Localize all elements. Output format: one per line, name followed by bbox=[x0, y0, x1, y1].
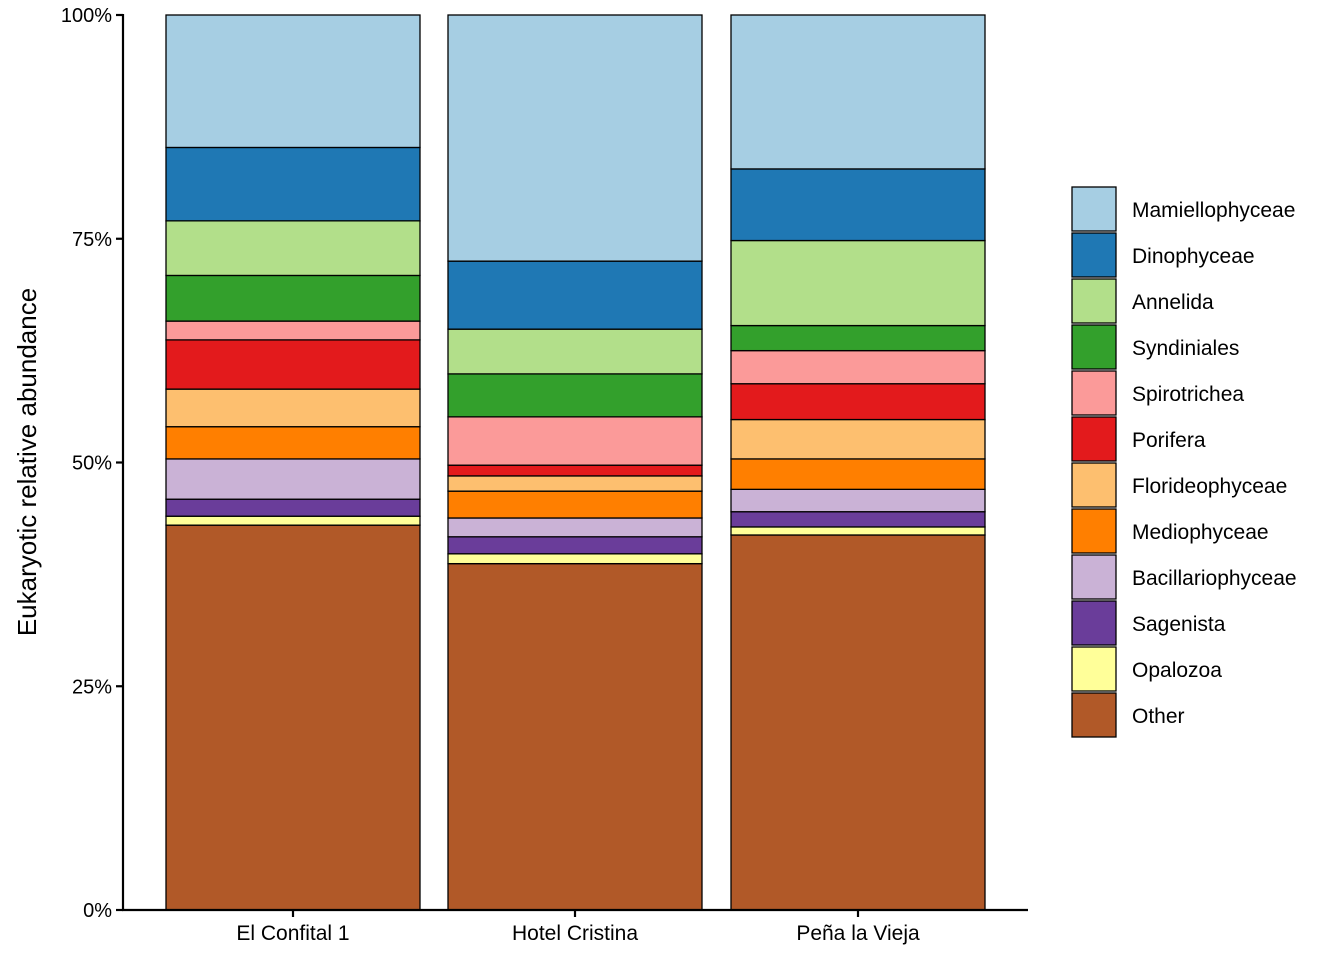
legend-swatch-mamiellophyceae bbox=[1071, 186, 1117, 232]
bar-segment-opalozoa-2 bbox=[730, 526, 986, 536]
bar-segment-annelida-2 bbox=[730, 239, 986, 327]
bar-segment-annelida-0 bbox=[165, 220, 421, 277]
bars-group bbox=[165, 14, 986, 911]
bar-segment-florideophyceae-0 bbox=[165, 388, 421, 428]
bar-segment-syndiniales-1 bbox=[447, 373, 703, 418]
legend-label-bacillariophyceae: Bacillariophyceae bbox=[1132, 567, 1297, 590]
y-tick-label: 25% bbox=[72, 676, 112, 698]
y-tick-label: 100% bbox=[61, 5, 112, 27]
bar-segment-mamiellophyceae-0 bbox=[165, 14, 421, 149]
bar-segment-bacillariophyceae-1 bbox=[447, 517, 703, 538]
legend-label-spirotrichea: Spirotrichea bbox=[1132, 383, 1244, 406]
bar-segment-mamiellophyceae-2 bbox=[730, 14, 986, 170]
x-axis: El Confital 1 Hotel Cristina Peña la Vieja bbox=[122, 908, 1028, 945]
legend-label-syndiniales: Syndiniales bbox=[1132, 337, 1239, 360]
bar-segment-annelida-1 bbox=[447, 328, 703, 375]
bar-segment-mediophyceae-1 bbox=[447, 490, 703, 519]
y-axis-title: Eukaryotic relative abundance bbox=[12, 288, 42, 636]
bar-segment-dinophyceae-2 bbox=[730, 168, 986, 242]
bar-segment-sagenista-1 bbox=[447, 536, 703, 555]
bar-segment-opalozoa-0 bbox=[165, 515, 421, 526]
bar-segment-mediophyceae-0 bbox=[165, 426, 421, 460]
legend-swatch-porifera bbox=[1071, 416, 1117, 462]
x-tick-label: El Confital 1 bbox=[236, 922, 349, 945]
legend-swatch-other bbox=[1071, 692, 1117, 738]
bar-segment-porifera-0 bbox=[165, 339, 421, 390]
bar-segment-dinophyceae-0 bbox=[165, 146, 421, 222]
legend: Mamiellophyceae Dinophyceae Annelida Syndin… bbox=[1071, 186, 1297, 738]
bar-segment-sagenista-0 bbox=[165, 498, 421, 517]
bar-segment-spirotrichea-2 bbox=[730, 349, 986, 385]
legend-label-sagenista: Sagenista bbox=[1132, 613, 1226, 636]
bar-segment-other-0 bbox=[165, 524, 421, 911]
bar-segment-porifera-1 bbox=[447, 464, 703, 477]
bar-segment-mediophyceae-2 bbox=[730, 458, 986, 491]
bar-segment-other-2 bbox=[730, 534, 986, 911]
x-tick-label: Hotel Cristina bbox=[512, 922, 638, 945]
y-tick-label: 0% bbox=[83, 900, 112, 922]
bar-segment-sagenista-2 bbox=[730, 511, 986, 528]
bar-segment-bacillariophyceae-2 bbox=[730, 488, 986, 513]
legend-label-other: Other bbox=[1132, 705, 1185, 728]
legend-swatch-florideophyceae bbox=[1071, 462, 1117, 508]
bar-segment-spirotrichea-0 bbox=[165, 320, 421, 341]
legend-label-porifera: Porifera bbox=[1132, 429, 1206, 452]
legend-swatch-mediophyceae bbox=[1071, 508, 1117, 554]
bar-segment-opalozoa-1 bbox=[447, 553, 703, 565]
legend-swatch-bacillariophyceae bbox=[1071, 554, 1117, 600]
legend-label-mamiellophyceae: Mamiellophyceae bbox=[1132, 199, 1295, 222]
y-tick-label: 75% bbox=[72, 229, 112, 251]
bar-segment-porifera-2 bbox=[730, 383, 986, 421]
y-tick-label: 50% bbox=[72, 453, 112, 475]
legend-label-mediophyceae: Mediophyceae bbox=[1132, 521, 1269, 544]
legend-swatch-spirotrichea bbox=[1071, 370, 1117, 416]
bar-segment-florideophyceae-2 bbox=[730, 418, 986, 460]
bar-segment-other-1 bbox=[447, 562, 703, 911]
bar-segment-syndiniales-2 bbox=[730, 324, 986, 352]
legend-swatch-opalozoa bbox=[1071, 646, 1117, 692]
legend-swatch-sagenista bbox=[1071, 600, 1117, 646]
legend-swatch-dinophyceae bbox=[1071, 232, 1117, 278]
x-tick-label: Peña la Vieja bbox=[796, 922, 920, 945]
legend-label-florideophyceae: Florideophyceae bbox=[1132, 475, 1287, 498]
legend-swatch-annelida bbox=[1071, 278, 1117, 324]
legend-label-dinophyceae: Dinophyceae bbox=[1132, 245, 1255, 268]
bar-segment-syndiniales-0 bbox=[165, 274, 421, 322]
bar-segment-spirotrichea-1 bbox=[447, 416, 703, 466]
bar-segment-mamiellophyceae-1 bbox=[447, 14, 703, 262]
y-axis: 0% 25% 50% 75% 100% bbox=[61, 5, 125, 922]
legend-label-annelida: Annelida bbox=[1132, 291, 1214, 314]
legend-label-opalozoa: Opalozoa bbox=[1132, 659, 1222, 682]
bar-segment-bacillariophyceae-0 bbox=[165, 458, 421, 500]
bar-segment-dinophyceae-1 bbox=[447, 260, 703, 330]
bar-segment-florideophyceae-1 bbox=[447, 475, 703, 492]
legend-swatch-syndiniales bbox=[1071, 324, 1117, 370]
